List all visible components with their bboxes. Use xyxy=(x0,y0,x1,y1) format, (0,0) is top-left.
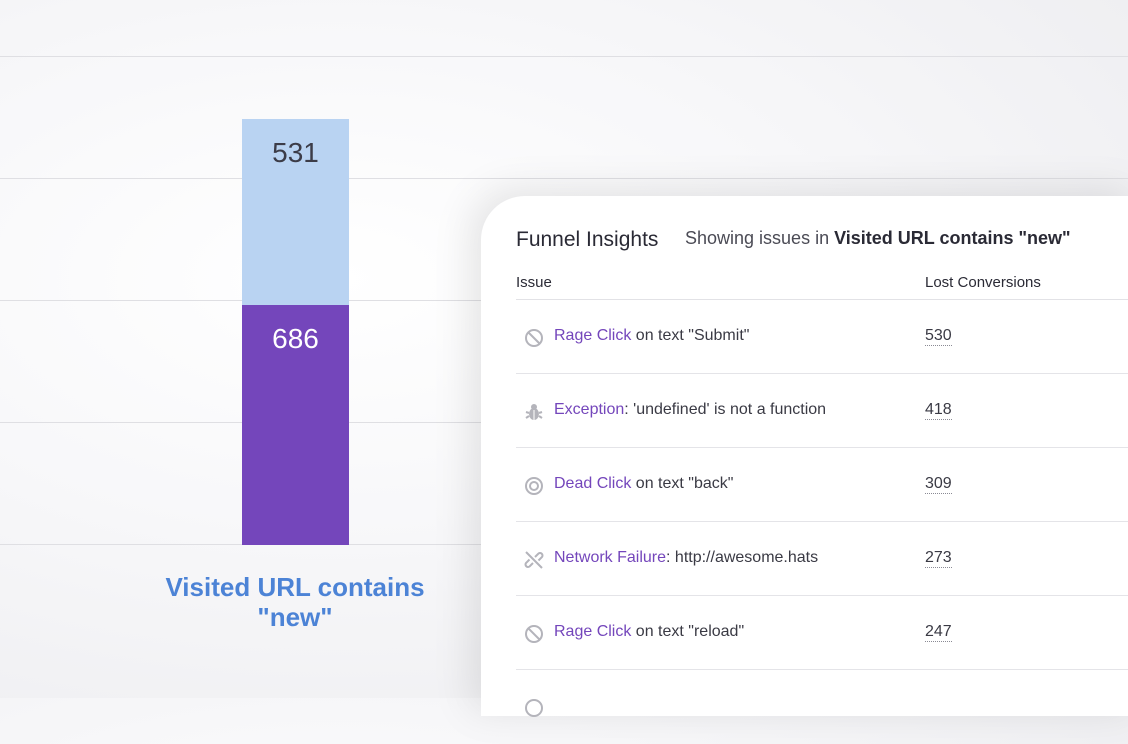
issue-type-link[interactable]: Rage Click xyxy=(554,327,632,344)
issue-text: Rage Click on text "reload" xyxy=(554,623,744,641)
table-row[interactable]: Dead Click on text "back" 309 xyxy=(516,448,1128,522)
bar-segment-bottom[interactable]: 686 xyxy=(242,305,349,545)
lost-conversions-count[interactable]: 273 xyxy=(925,549,952,568)
bar-value-label: 686 xyxy=(272,323,319,354)
issue-text: Network Failure: http://awesome.hats xyxy=(554,549,818,567)
table-row[interactable]: Rage Click on text "reload" 247 xyxy=(516,596,1128,670)
lost-conversions-count[interactable]: 418 xyxy=(925,401,952,420)
issue-type-link[interactable]: Dead Click xyxy=(554,475,632,492)
dead-click-icon xyxy=(524,476,544,496)
funnel-insights-panel: Funnel Insights Showing issues in Visite… xyxy=(481,196,1128,717)
panel-title: Funnel Insights xyxy=(516,228,659,251)
subtitle-filter: Visited URL contains "new" xyxy=(834,228,1071,248)
lost-conversions-count[interactable]: 309 xyxy=(925,475,952,494)
issue-type-link[interactable]: Network Failure xyxy=(554,549,667,566)
bug-icon xyxy=(524,402,544,422)
broken-link-icon xyxy=(524,550,544,570)
panel-subtitle: Showing issues in Visited URL contains "… xyxy=(685,228,1071,249)
table-row[interactable]: Network Failure: http://awesome.hats 273 xyxy=(516,522,1128,596)
issue-type-link[interactable]: Rage Click xyxy=(554,623,632,640)
grid-line xyxy=(0,178,1128,179)
bar-category-label: Visited URL contains "new" xyxy=(165,572,425,632)
lost-conversions-count[interactable]: 530 xyxy=(925,327,952,346)
row-icon xyxy=(524,698,544,718)
table-row[interactable] xyxy=(516,670,1128,744)
rage-click-icon xyxy=(524,328,544,348)
subtitle-prefix: Showing issues in xyxy=(685,228,835,248)
lost-conversions-count[interactable]: 247 xyxy=(925,623,952,642)
issue-text: Dead Click on text "back" xyxy=(554,475,733,493)
issue-text: Rage Click on text "Submit" xyxy=(554,327,749,345)
rage-click-icon xyxy=(524,624,544,644)
issue-detail: : 'undefined' is not a function xyxy=(624,401,827,418)
issue-detail: on text "back" xyxy=(631,475,734,492)
grid-line xyxy=(0,56,1128,57)
bar-value-label: 531 xyxy=(272,137,319,168)
issue-detail: : http://awesome.hats xyxy=(666,549,819,566)
issue-detail: on text "reload" xyxy=(631,623,745,640)
table-row[interactable]: Rage Click on text "Submit" 530 xyxy=(516,300,1128,374)
table-row[interactable]: Exception: 'undefined' is not a function… xyxy=(516,374,1128,448)
issue-type-link[interactable]: Exception xyxy=(554,401,625,418)
issue-detail: on text "Submit" xyxy=(631,327,750,344)
column-header-lost-conversions[interactable]: Lost Conversions xyxy=(925,274,1041,291)
issue-text: Exception: 'undefined' is not a function xyxy=(554,401,826,419)
bar-segment-top[interactable]: 531 xyxy=(242,119,349,305)
header-divider xyxy=(516,299,1128,300)
column-header-issue[interactable]: Issue xyxy=(516,274,552,291)
